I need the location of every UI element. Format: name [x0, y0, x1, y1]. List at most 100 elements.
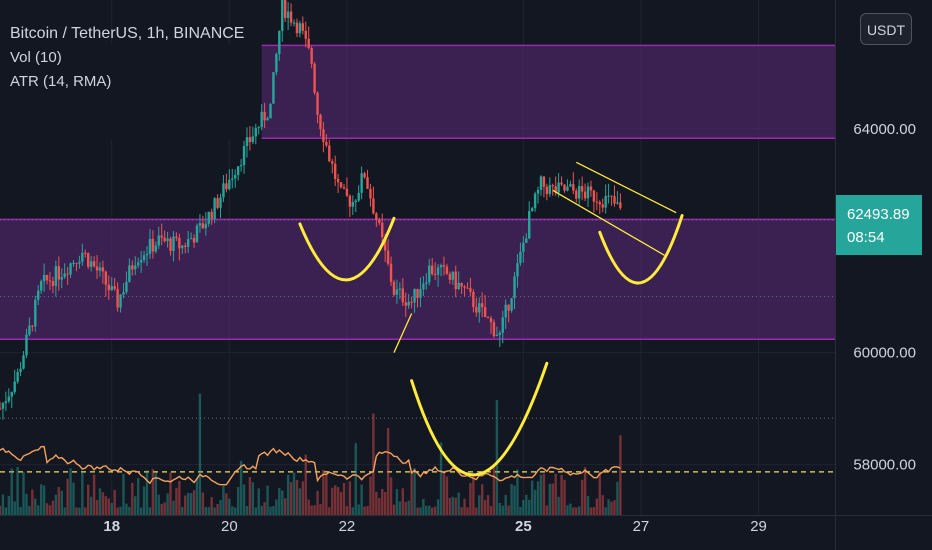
- volume-bar: [286, 474, 290, 515]
- candle-body: [486, 317, 490, 319]
- candle-body: [239, 165, 243, 167]
- volume-bar: [495, 400, 499, 515]
- candle-body: [454, 271, 457, 289]
- volume-bar: [163, 502, 166, 515]
- volume-bar: [92, 474, 96, 515]
- volume-bar: [313, 505, 316, 515]
- candle-body: [354, 200, 357, 203]
- volume-bar: [222, 486, 225, 515]
- candle-body: [181, 245, 184, 249]
- volume-bar: [389, 477, 393, 515]
- volume-bar: [69, 468, 72, 515]
- candle-body: [325, 141, 328, 146]
- volume-bar: [607, 499, 610, 515]
- volume-bar: [192, 490, 196, 515]
- volume-bar: [75, 507, 78, 515]
- candle-body: [331, 161, 334, 164]
- volume-bar: [363, 506, 366, 515]
- candle-body: [213, 198, 216, 219]
- candle-body: [457, 282, 460, 289]
- candle-body: [525, 238, 528, 243]
- price-axis-panel: [836, 0, 932, 550]
- candle-body: [469, 288, 472, 292]
- volume-bar: [410, 470, 413, 515]
- volume-bar: [207, 507, 210, 515]
- candle-body: [489, 318, 493, 323]
- volume-indicator-label[interactable]: Vol (10): [10, 49, 62, 66]
- candle-body: [101, 267, 105, 272]
- candle-body: [128, 265, 131, 282]
- candle-body: [84, 252, 87, 254]
- volume-bar: [219, 500, 222, 515]
- candle-body: [445, 266, 449, 274]
- volume-bar: [601, 495, 604, 515]
- candle-body: [219, 197, 222, 208]
- candle-body: [63, 273, 66, 277]
- volume-bar: [425, 505, 428, 515]
- volume-bar: [507, 505, 510, 515]
- candle-body: [357, 192, 360, 201]
- candle-body: [7, 396, 11, 402]
- candle-body: [619, 202, 622, 208]
- candle-body: [310, 48, 313, 64]
- volume-bar: [72, 482, 75, 515]
- candle-body: [363, 173, 366, 178]
- candle-body: [13, 381, 16, 393]
- channel-line: [552, 189, 665, 256]
- volume-bar: [372, 413, 375, 515]
- volume-bar: [239, 460, 243, 515]
- volume-bar: [283, 498, 287, 515]
- volume-bar: [539, 474, 543, 515]
- volume-bar: [554, 473, 557, 515]
- candle-body: [313, 63, 316, 93]
- candle-body: [92, 261, 96, 267]
- candle-body: [392, 281, 396, 295]
- candle-body: [336, 178, 340, 183]
- volume-bar: [166, 493, 169, 515]
- candle-body: [416, 288, 419, 298]
- volume-bar: [445, 476, 449, 515]
- volume-bar: [142, 486, 146, 515]
- volume-bar: [339, 492, 343, 515]
- volume-bar: [275, 499, 278, 515]
- volume-bar: [398, 501, 402, 515]
- volume-bar: [557, 496, 560, 515]
- candle-body: [22, 355, 25, 369]
- candle-body: [281, 0, 284, 31]
- atr-indicator: [0, 445, 621, 486]
- volume-bar: [225, 493, 228, 515]
- atr-indicator-label[interactable]: ATR (14, RMA): [10, 73, 112, 90]
- volume-bar: [331, 487, 334, 515]
- candle-body: [501, 317, 504, 333]
- candle-body: [339, 182, 343, 188]
- symbol-title[interactable]: Bitcoin / TetherUS, 1h, BINANCE: [10, 25, 245, 42]
- candle-body: [604, 195, 607, 208]
- candle-body: [598, 202, 601, 205]
- volume-bar: [128, 506, 131, 515]
- candle-body: [522, 242, 525, 252]
- y-tick-label: 64000.00: [853, 121, 916, 138]
- candle-body: [466, 287, 469, 289]
- volume-bar: [489, 505, 493, 515]
- volume-bar: [263, 502, 266, 515]
- volume-bar: [333, 485, 337, 515]
- currency-button[interactable]: USDT: [860, 13, 912, 45]
- volume-bar: [404, 501, 407, 515]
- candle-body: [0, 408, 2, 410]
- candle-body: [504, 304, 507, 318]
- volume-bar: [460, 507, 463, 515]
- candle-body: [286, 11, 290, 19]
- volume-bar: [478, 495, 481, 515]
- volume-bar: [172, 500, 175, 515]
- volume-bar: [113, 489, 116, 515]
- volume-bar: [328, 507, 331, 515]
- x-tick-label: 20: [221, 518, 238, 535]
- volume-bar: [66, 478, 69, 515]
- volume-bar: [357, 504, 360, 515]
- candle-body: [184, 245, 187, 247]
- candle-body: [507, 304, 510, 311]
- candle-body: [575, 190, 578, 199]
- volume-bar: [516, 469, 519, 515]
- candle-body: [404, 302, 407, 306]
